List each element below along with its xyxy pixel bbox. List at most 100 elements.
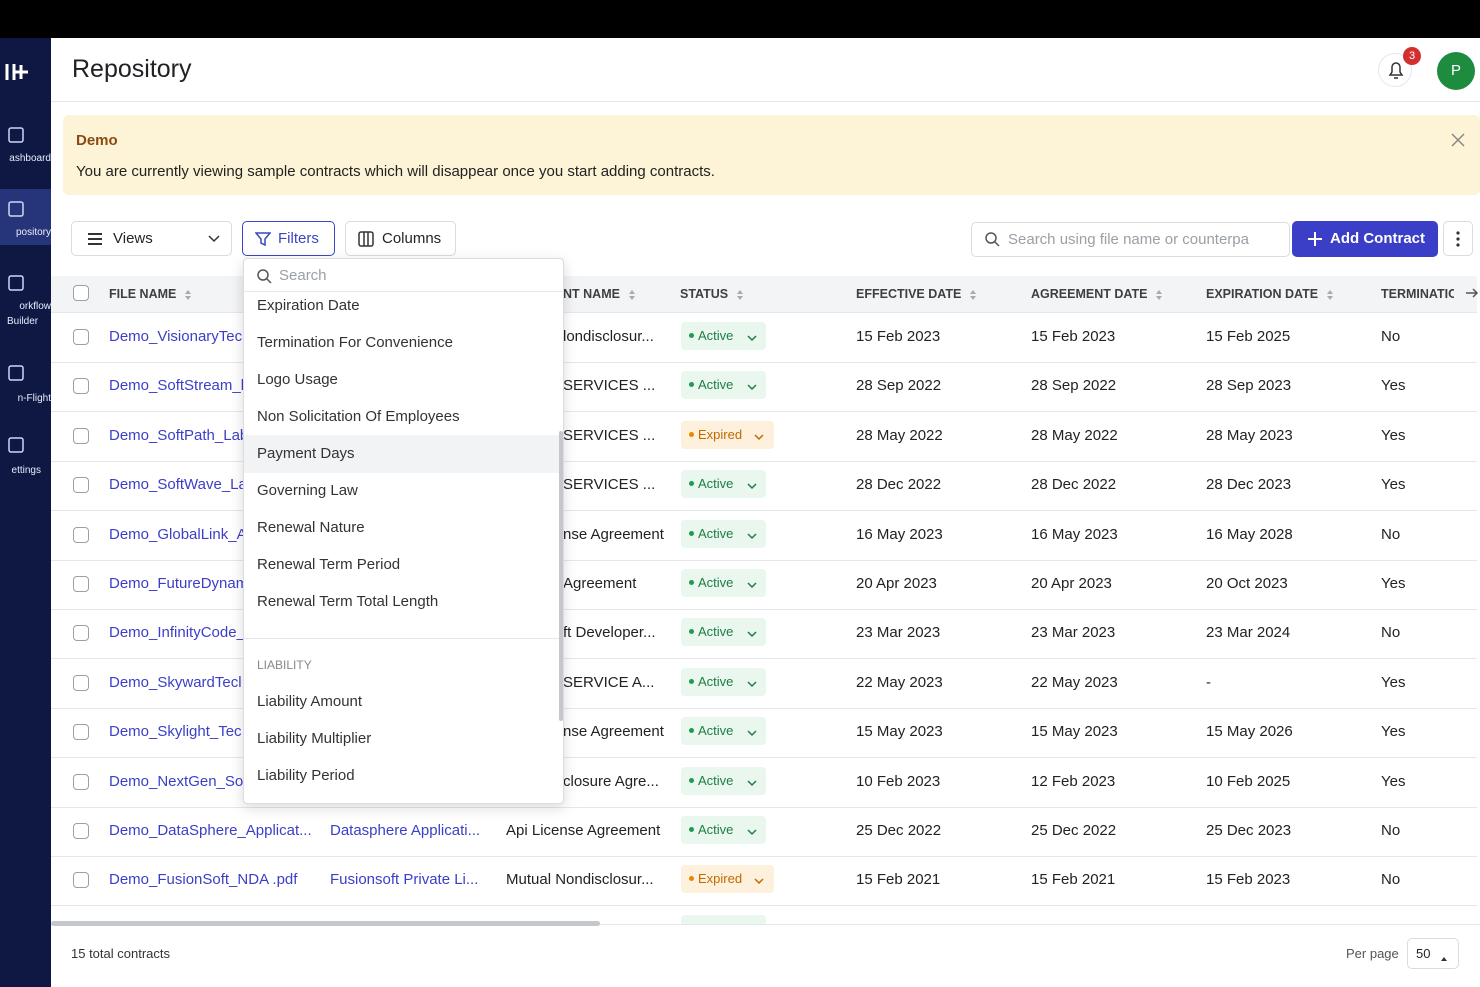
dropdown-item[interactable]: Payment Days (257, 445, 355, 462)
status-pill[interactable]: Active (681, 322, 766, 350)
dropdown-item[interactable]: Renewal Term Period (257, 556, 401, 573)
nav-label[interactable]: Builder (7, 316, 39, 327)
file-name-link[interactable]: Demo_FusionSoft_NDA .pdf (109, 871, 298, 889)
filters-button[interactable] (242, 221, 335, 256)
nav-label[interactable]: ettings (11, 465, 41, 476)
dropdown-search[interactable]: Search (279, 267, 327, 284)
dropdown-item[interactable]: Liability Period (257, 767, 355, 784)
column-header[interactable]: NT NAME (563, 287, 620, 301)
checkbox[interactable] (73, 625, 89, 642)
cell-text: 28 Dec 2022 (856, 476, 942, 494)
dropdown-item[interactable]: Non Solicitation Of Employees (257, 408, 460, 425)
dropdown-item[interactable]: Termination For Convenience (257, 334, 453, 351)
status-pill[interactable]: Active (681, 519, 766, 548)
file-name-link[interactable]: Demo_VisionaryTec (109, 328, 243, 345)
close-banner[interactable] (1450, 132, 1466, 153)
more-button[interactable] (1443, 221, 1473, 256)
status-pill[interactable]: Active (681, 766, 766, 795)
status-pill[interactable]: Active (681, 717, 766, 746)
columns-label: Columns (382, 230, 442, 247)
nav-icon[interactable] (7, 126, 25, 149)
file-name-link[interactable]: Demo_NextGen_So (109, 772, 244, 790)
status-dot (689, 580, 694, 585)
checkbox[interactable] (73, 526, 89, 543)
nav-icon-svg (8, 437, 24, 453)
cell-text: 22 May 2023 (1031, 673, 1118, 691)
status-pill[interactable]: Expired (681, 865, 774, 894)
dropdown-item[interactable]: Renewal Term Total Length (257, 593, 439, 610)
cell-text: 12 Feb 2023 (1031, 772, 1116, 790)
checkbox[interactable] (73, 724, 89, 741)
checkbox[interactable] (73, 872, 89, 889)
checkbox[interactable] (73, 285, 89, 301)
views-icon (87, 231, 103, 252)
avatar[interactable]: P (1437, 52, 1475, 90)
file-name-link[interactable]: Demo_Skylight_Tec (109, 723, 242, 741)
column-header[interactable]: STATUS (680, 287, 729, 301)
dropdown-item[interactable]: Expiration Date (257, 297, 360, 314)
checkbox[interactable] (73, 427, 89, 444)
dropdown-item[interactable]: Liability Multiplier (257, 730, 372, 747)
checkbox[interactable] (73, 576, 89, 592)
dropdown-item[interactable]: Governing Law (257, 482, 358, 499)
nav-icon[interactable] (7, 436, 25, 459)
status-pill[interactable]: Active (681, 618, 766, 647)
file-name-link[interactable]: Demo_SoftStream_l (109, 377, 245, 395)
nav-icon[interactable] (7, 200, 25, 223)
status-pill[interactable]: Active (681, 569, 766, 597)
status-pill[interactable]: Active (681, 667, 766, 696)
file-name-link[interactable]: Demo_FutureDynam (109, 575, 249, 592)
status-chevron-svg (747, 730, 757, 737)
column-header[interactable]: EXPIRATION DATE (1206, 287, 1319, 301)
search-input[interactable] (971, 222, 1290, 257)
column-header[interactable]: FILE NAME (109, 287, 177, 301)
status-pill[interactable]: Active (681, 470, 766, 499)
row-overflow (681, 915, 766, 924)
file-name-link[interactable]: Demo_InfinityCode_ (109, 624, 245, 642)
dropdown-item[interactable]: Liability Amount (257, 693, 363, 710)
cell-text: 15 Feb 2023 (1031, 328, 1116, 345)
status-pill[interactable]: Active (681, 371, 766, 400)
per-page-select[interactable] (1407, 938, 1459, 969)
nav-icon[interactable] (7, 274, 25, 297)
status-dot (689, 777, 694, 783)
column-header[interactable]: TERMINATIO (1381, 287, 1454, 301)
nav-icon[interactable] (7, 364, 25, 387)
nav-label[interactable]: orkflow (19, 301, 51, 312)
status-dot (689, 629, 694, 635)
notification-button[interactable] (1378, 53, 1412, 87)
file-name-link[interactable]: Demo_GlobalLink_A (109, 525, 247, 543)
dropdown-item[interactable]: Logo Usage (257, 371, 338, 388)
file-name-link[interactable]: Demo_DataSphere_Applicat... (109, 822, 312, 839)
nav-label[interactable]: n-Flight (17, 393, 51, 404)
counterparty-link[interactable]: Datasphere Applicati... (330, 822, 481, 839)
counterparty-link[interactable]: Fusionsoft Private Li... (330, 871, 479, 889)
file-name-link[interactable]: Demo_SoftWave_La (109, 476, 247, 494)
agreement-name: SERVICES ... (563, 426, 656, 444)
status-pill[interactable]: Expired (681, 420, 774, 449)
cell-text: 23 Mar 2024 (1206, 624, 1291, 642)
status-chevron (747, 824, 757, 842)
sort-icon-svg (970, 290, 976, 300)
status-pill[interactable]: Active (681, 816, 766, 844)
cell-text: 23 Mar 2023 (1031, 624, 1116, 642)
checkbox[interactable] (73, 823, 89, 839)
cell-text: 28 May 2022 (1031, 426, 1118, 444)
dropdown-item[interactable]: Renewal Nature (257, 519, 365, 536)
status-dot (689, 333, 694, 338)
checkbox[interactable] (73, 674, 89, 691)
checkbox[interactable] (73, 477, 89, 494)
checkbox[interactable] (73, 378, 89, 395)
file-name-link[interactable]: Demo_SoftPath_Lab (109, 426, 249, 444)
nav-label[interactable]: ashboard (9, 153, 51, 164)
column-header[interactable]: AGREEMENT DATE (1031, 287, 1148, 301)
column-header[interactable]: EFFECTIVE DATE (856, 287, 962, 301)
caret-up (1440, 950, 1448, 968)
status-chevron (747, 379, 757, 397)
checkbox[interactable] (73, 773, 89, 790)
checkbox[interactable] (73, 329, 89, 345)
sort-icon-svg (737, 290, 743, 300)
file-name-link[interactable]: Demo_SkywardTecl (109, 673, 242, 691)
nav-label[interactable]: pository (15, 227, 51, 238)
status-chevron (747, 478, 757, 496)
